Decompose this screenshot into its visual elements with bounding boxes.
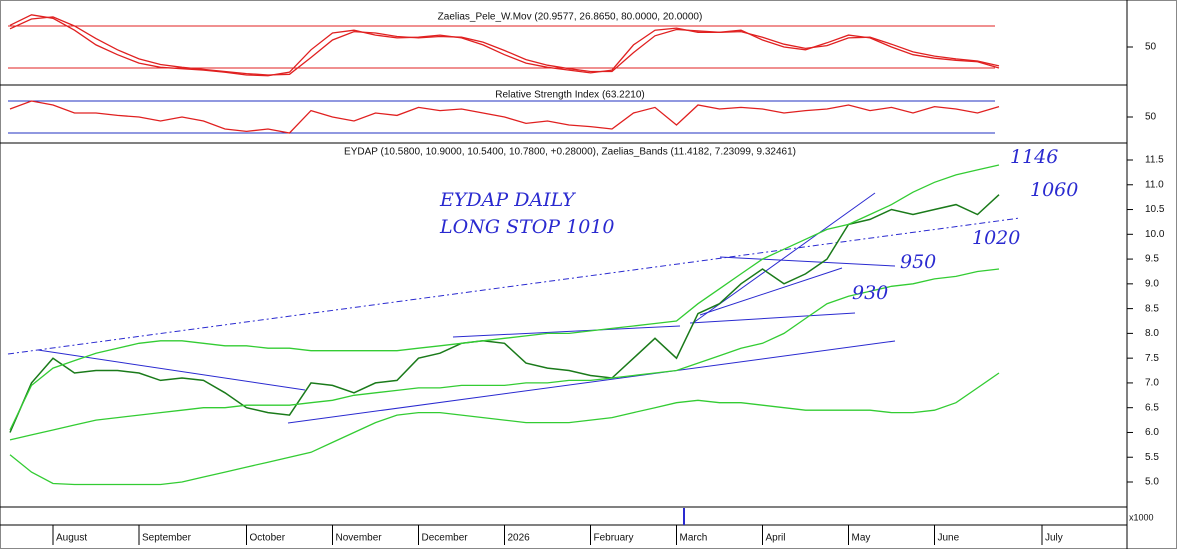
panel-title: EYDAP (10.5800, 10.9000, 10.5400, 10.780… <box>344 147 796 158</box>
annotation: EYDAP DAILY <box>439 189 577 211</box>
x-tick-label: May <box>852 533 871 544</box>
series-line <box>9 268 1000 441</box>
annotation: 930 <box>852 282 888 304</box>
series-line <box>9 372 1000 486</box>
trendline <box>287 340 896 424</box>
trendline <box>37 349 306 391</box>
x-tick-label: October <box>250 533 286 544</box>
y-tick-label: 11.5 <box>1145 155 1164 166</box>
trendline <box>689 312 856 324</box>
y-tick-label: 6.0 <box>1145 427 1159 438</box>
y-tick-label: 10.5 <box>1145 204 1165 215</box>
annotation: 950 <box>900 251 936 273</box>
y-tick-label: 5.5 <box>1145 452 1159 463</box>
y-tick-label: 8.0 <box>1145 328 1159 339</box>
annotation: LONG STOP 1010 <box>439 216 614 238</box>
volume-unit: x1000 <box>1129 512 1154 522</box>
series-line <box>9 194 1000 433</box>
x-tick-label: September <box>142 533 192 544</box>
trendlines <box>7 192 1021 424</box>
y-tick-label: 10.0 <box>1145 229 1165 240</box>
series-line <box>9 164 1000 431</box>
trendline <box>452 325 681 338</box>
x-tick-label: December <box>422 533 469 544</box>
y-tick-label: 50 <box>1145 112 1157 123</box>
x-tick-label: November <box>336 533 383 544</box>
annotation: 1060 <box>1030 179 1078 201</box>
y-tick-label: 8.5 <box>1145 303 1159 314</box>
x-tick-label: July <box>1045 533 1063 544</box>
y-tick-label: 11.0 <box>1145 179 1164 190</box>
series-line <box>9 14 1000 77</box>
y-tick-label: 6.5 <box>1145 402 1159 413</box>
trendline <box>699 267 843 316</box>
series-line <box>9 16 1000 76</box>
y-tick-label: 9.5 <box>1145 254 1159 265</box>
x-tick-label: April <box>766 533 786 544</box>
annotation: 1020 <box>972 227 1020 249</box>
volume-spike <box>683 508 685 525</box>
y-tick-label: 5.0 <box>1145 477 1159 488</box>
panel-title: Zaelias_Pele_W.Mov (20.9577, 26.8650, 80… <box>438 12 703 23</box>
x-tick-label: August <box>56 533 87 544</box>
annotation: 1146 <box>1010 146 1058 168</box>
y-tick-label: 50 <box>1145 42 1157 53</box>
x-tick-label: June <box>938 533 960 544</box>
y-tick-label: 9.0 <box>1145 278 1159 289</box>
x-tick-label: 2026 <box>508 533 531 544</box>
trendline <box>692 192 876 324</box>
x-tick-label: March <box>680 533 708 544</box>
panel-title: Relative Strength Index (63.2210) <box>495 90 645 101</box>
series-line <box>9 100 1000 134</box>
y-tick-label: 7.0 <box>1145 378 1159 389</box>
y-tick-label: 7.5 <box>1145 353 1159 364</box>
trendline <box>719 256 896 267</box>
x-tick-label: February <box>594 533 634 544</box>
trendline <box>7 217 1021 355</box>
